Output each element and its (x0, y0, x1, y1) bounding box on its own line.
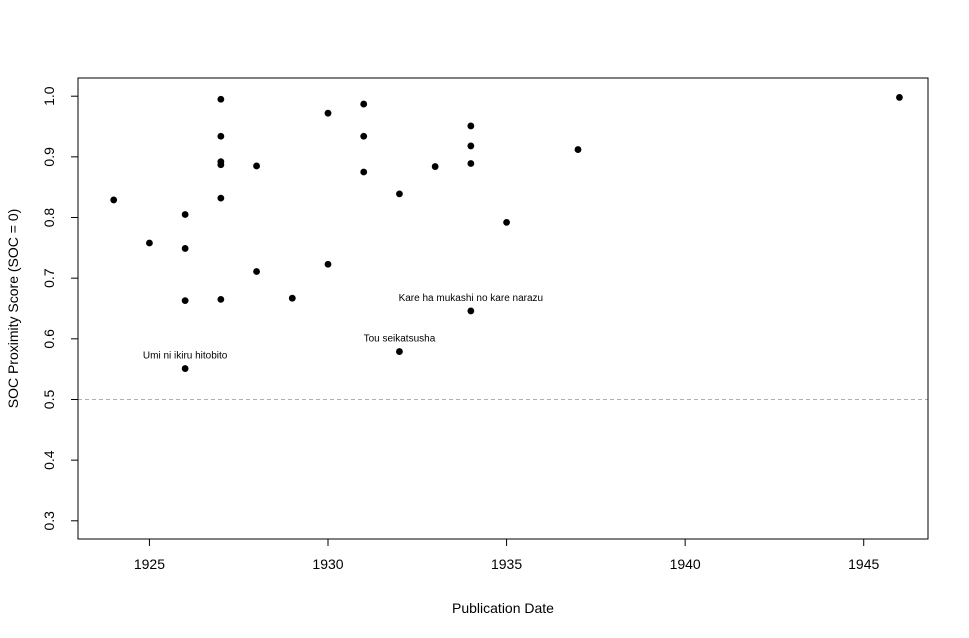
data-point (217, 296, 225, 303)
x-tick-label: 1935 (491, 556, 522, 572)
data-point (467, 142, 475, 150)
data-point (181, 245, 189, 252)
point-annotation: Umi ni ikiru hitobito (143, 351, 228, 362)
y-axis-title: SOC Proximity Score (SOC = 0) (5, 209, 21, 409)
data-point (503, 218, 510, 226)
y-axis: 0.3 0.4 0.5 0.6 0.7 0.8 0.9 1.0 (41, 86, 79, 531)
data-point (467, 307, 475, 315)
data-point (467, 160, 475, 167)
data-point (181, 365, 189, 372)
plot-frame (77, 77, 929, 540)
annotations-layer: Umi ni ikiru hitobito Tou seikatsusha Kare… (143, 293, 543, 362)
data-point (146, 239, 153, 247)
y-tick-label: 0.7 (41, 268, 57, 288)
y-tick-label: 0.5 (41, 390, 57, 410)
x-axis-title: Publication Date (452, 600, 554, 616)
y-tick-label: 0.8 (41, 208, 57, 228)
y-tick-label: 0.9 (41, 147, 57, 167)
y-tick-label: 0.3 (41, 511, 57, 531)
point-annotation: Kare ha mukashi no kare narazu (399, 293, 544, 304)
data-point (288, 294, 296, 302)
data-point (181, 297, 189, 305)
x-axis: 1925 1930 1935 1940 1945 (134, 538, 879, 572)
data-point (217, 132, 225, 140)
data-point (181, 211, 189, 218)
data-point (217, 161, 225, 169)
x-tick-label: 1925 (134, 556, 165, 572)
x-tick-label: 1945 (848, 556, 879, 572)
y-tick-label: 0.4 (41, 450, 57, 470)
y-tick-label: 0.6 (41, 329, 57, 349)
y-tick-label: 1.0 (41, 86, 57, 106)
data-point (431, 163, 439, 170)
point-annotation: Tou seikatsusha (364, 334, 436, 345)
data-point (396, 190, 403, 198)
data-point (253, 162, 260, 170)
points-layer (110, 94, 903, 372)
data-point (360, 168, 368, 176)
x-tick-label: 1930 (312, 556, 343, 572)
data-point (467, 122, 475, 130)
data-point (253, 268, 260, 275)
data-point (324, 109, 332, 117)
data-point (360, 100, 368, 108)
data-point (217, 194, 225, 202)
data-point (896, 94, 903, 101)
data-point (324, 260, 332, 268)
data-point (574, 146, 582, 153)
data-point (217, 95, 225, 103)
data-point (396, 348, 403, 355)
data-point (360, 132, 368, 140)
data-point (110, 196, 118, 204)
x-tick-label: 1940 (670, 556, 701, 572)
